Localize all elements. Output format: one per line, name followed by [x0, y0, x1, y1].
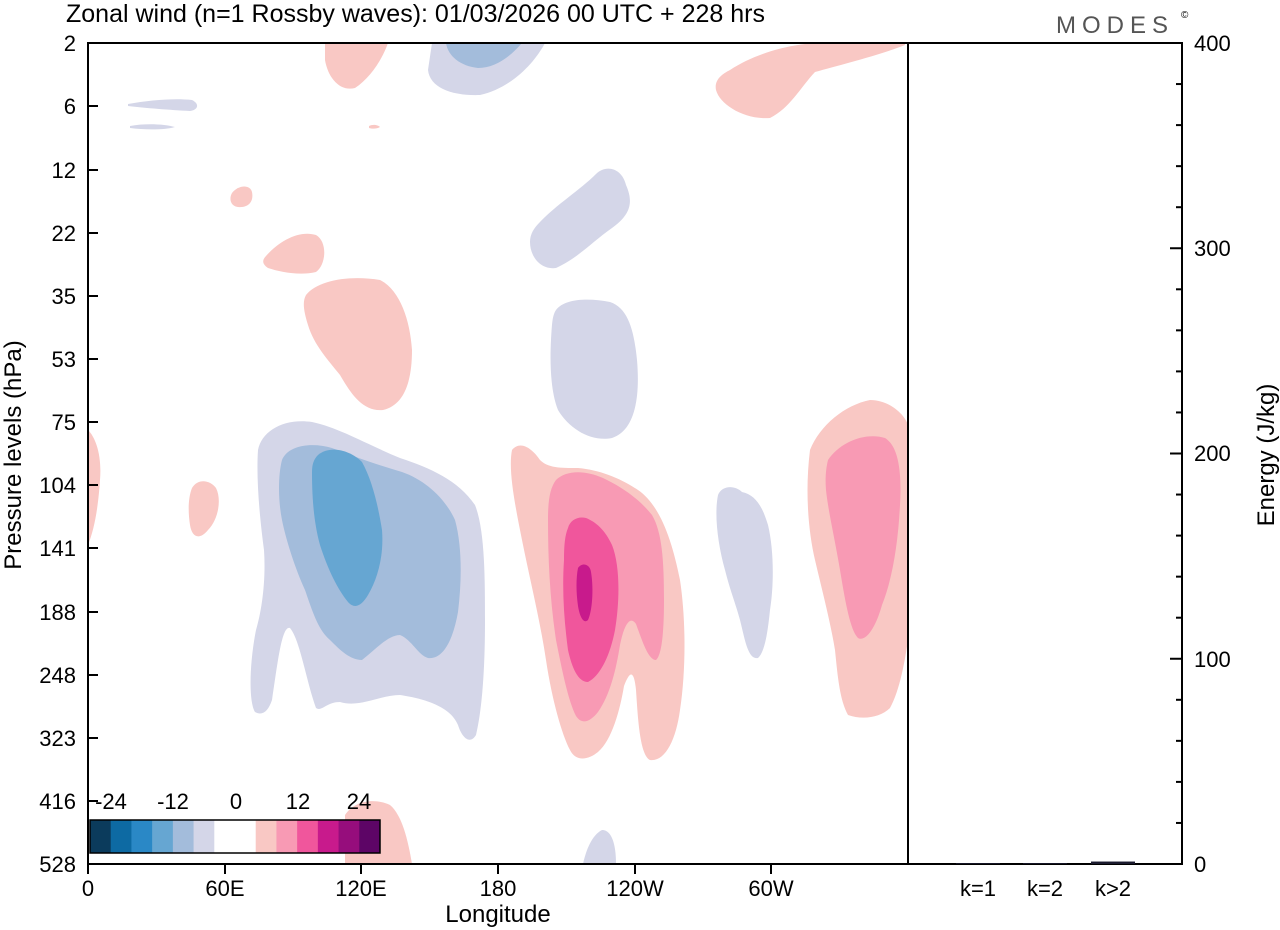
colorbar-swatch: [317, 820, 340, 853]
y-tick-label: 416: [39, 789, 76, 814]
energy-bar-2: [1023, 863, 1067, 864]
contour-pos-right-l2: [825, 436, 901, 639]
colorbar-swatch: [276, 820, 298, 853]
contour-pos-top-1: [325, 43, 388, 89]
brand-logo: MODES: [1056, 12, 1174, 39]
colorbar-label-2: -12: [157, 789, 189, 814]
contour-pos-top-2: [715, 43, 905, 119]
chart-title: Zonal wind (n=1 Rossby waves): 01/03/202…: [66, 0, 765, 28]
colorbar-label-4: 12: [286, 789, 310, 814]
energy-tick-label: 100: [1194, 647, 1231, 672]
x-tick-label: 120W: [606, 876, 664, 901]
y-tick-label: 12: [52, 158, 76, 183]
plot-background: [88, 43, 908, 864]
energy-frame: [907, 42, 1183, 865]
contour-neg-top-2: [446, 43, 522, 68]
y-tick-label: 248: [39, 663, 76, 688]
colorbar-label-1: -24: [95, 789, 127, 814]
contour-plot: -24 -12 0 12 24 2 6 12 22 35: [0, 31, 909, 928]
y-tick-label: 6: [64, 94, 76, 119]
contour-pos-small-2: [263, 233, 325, 274]
colorbar-swatch: [152, 820, 174, 853]
y-tick-label: 323: [39, 726, 76, 751]
energy-category-label: k=2: [1027, 876, 1063, 901]
x-tick-label: 0: [82, 876, 94, 901]
colorbar-swatch: [359, 820, 381, 853]
colorbar-swatch: [110, 820, 132, 853]
y-tick-label: 528: [39, 852, 76, 877]
y-axis-label: Pressure levels (hPa): [0, 340, 27, 569]
energy-bar-1: [956, 863, 1000, 864]
colorbar-label-3: 0: [230, 789, 242, 814]
colorbar-swatch: [90, 820, 112, 853]
energy-tick-label: 0: [1194, 852, 1206, 877]
energy-category-label: k=1: [960, 876, 996, 901]
colorbar-swatch: [172, 820, 195, 853]
colorbar: [89, 819, 381, 854]
colorbar-border: [89, 819, 381, 854]
contour-pos-upper: [303, 278, 412, 411]
contour-pos-small-1: [230, 186, 253, 208]
contour-neg-small-1: [128, 99, 198, 111]
colorbar-swatch: [338, 820, 360, 853]
y-tick-label: 188: [39, 600, 76, 625]
y-tick-label: 35: [52, 284, 76, 309]
x-axis: 0 60E 120E 180 120W 60W: [82, 864, 794, 901]
colorbar-swatch: [255, 820, 277, 853]
energy-axis-label: Energy (J/kg): [1253, 384, 1280, 527]
contour-neg-small-2: [130, 124, 175, 130]
contour-neg-upper-b: [550, 299, 638, 439]
energy-category-label: k>2: [1095, 876, 1131, 901]
contour-pos-big-l4: [576, 564, 593, 622]
y-tick-label: 2: [64, 31, 76, 56]
y-tick-label: 141: [39, 536, 76, 561]
energy-y-ticks: 0 100 200 300 400: [1194, 31, 1231, 877]
colorbar-label-5: 24: [347, 789, 371, 814]
y-tick-label: 53: [52, 347, 76, 372]
x-tick-label: 60E: [205, 876, 244, 901]
energy-tick-label: 200: [1194, 441, 1231, 466]
contour-neg-big-l3: [312, 449, 383, 606]
contour-pos-small-3: [188, 481, 219, 537]
contour-pos-dot: [369, 124, 380, 129]
energy-bars: [956, 861, 1135, 864]
x-axis-label: Longitude: [445, 901, 550, 928]
energy-minor-ticks: [1170, 42, 1182, 865]
colorbar-swatch: [214, 820, 236, 853]
colorbar-swatch: [297, 820, 319, 853]
contour-neg-bottom: [583, 830, 616, 864]
energy-tick-label: 400: [1194, 31, 1231, 56]
colorbar-swatch: [131, 820, 153, 853]
y-tick-label: 75: [52, 410, 76, 435]
y-axis: 2 6 12 22 35 53 75 104 141 188 248 323 4…: [39, 31, 98, 877]
colorbar-swatch: [193, 820, 215, 853]
x-tick-label: 120E: [335, 876, 386, 901]
contour-neg-right: [716, 487, 773, 659]
y-tick-label: 22: [52, 221, 76, 246]
contour-pos-left-edge: [88, 430, 101, 545]
contour-field: [88, 43, 908, 864]
brand-mark: ©: [1181, 10, 1189, 21]
contour-neg-upper-a: [530, 168, 630, 269]
energy-tick-label: 300: [1194, 236, 1231, 261]
energy-bar-3: [1091, 861, 1135, 864]
energy-bar-panel: 0 100 200 300 400 k=1 k=2 k>2 Energy (J/…: [907, 31, 1280, 901]
y-tick-label: 104: [39, 473, 76, 498]
x-tick-label: 180: [480, 876, 517, 901]
x-tick-label: 60W: [748, 876, 793, 901]
colorbar-swatch: [235, 820, 257, 853]
